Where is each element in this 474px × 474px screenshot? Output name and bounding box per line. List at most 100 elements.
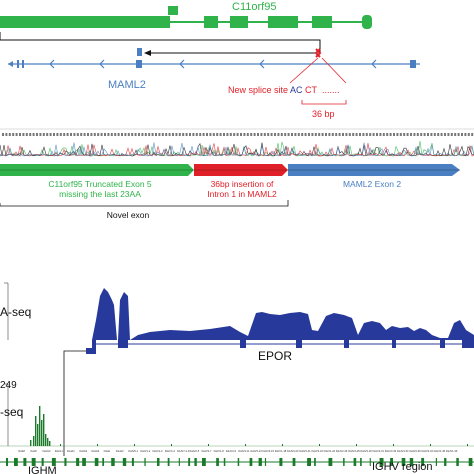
chromatogram-base [352,133,355,136]
ig-gene-block [144,458,146,466]
chromatogram-base [19,133,21,136]
chromatogram-base [291,133,293,136]
chromatogram-base [148,133,151,136]
ig-gene-labels: IGHM IGHD IGHG3 IGHG1 IGHA1 IGHG2 IGHG4 IGHE IGH… [18,449,458,453]
c11orf95-exon-4 [268,16,298,28]
chromatogram-base [328,133,331,136]
chromatogram-base [345,133,348,136]
chromatogram-base [297,133,300,136]
chromatogram-base [63,133,66,136]
ig-gene-block [14,458,18,466]
chromatogram-base [114,133,117,136]
chromatogram-base [100,133,103,136]
ig-gene-block [237,458,240,466]
chromatogram-base [22,133,25,136]
chromatogram-base [420,133,423,136]
chromatogram-base [87,133,89,136]
novel-exon-label: Novel exon [107,210,150,220]
chromatogram-base [447,133,450,136]
chromatogram-base [131,133,134,136]
chromatogram-base [12,133,15,136]
chromatogram-base [393,133,395,136]
chromatogram-base [46,133,49,136]
c11orf95-exon-small [168,6,178,15]
read-peak [282,444,283,446]
chromatogram-base [294,133,297,136]
splice-dots: ....... [322,85,340,95]
ig-gene-block [167,458,170,466]
ig-gene-block [216,458,219,466]
ig-gene-label: IGHG2 [79,449,88,453]
maml2-label: MAML2 [108,79,146,91]
ig-gene-block [444,458,447,466]
chromatogram-base [338,133,341,136]
chromatogram-base [250,133,253,136]
epor-exon [296,340,302,348]
chromatogram-base [151,133,154,136]
chromatogram-base [36,133,38,136]
ig-gene-label: IGHV4-28 [348,449,360,453]
chromatogram-base [226,133,229,136]
chromatogram-base [413,133,416,136]
chromatogram-base [206,133,208,136]
c11orf95-exon-1 [0,16,170,28]
ig-connector [63,348,96,456]
chromatogram-base [25,133,28,136]
chromatogram-base [175,133,178,136]
ig-gene-block [76,458,80,466]
ig-gene-block [435,458,437,466]
chromatogram-base [325,133,327,136]
read-peak [430,444,431,446]
chromatogram-base [403,133,406,136]
ig-gene-label: IGHV2-26 [336,449,348,453]
ig-gene-label: IGHV1-3 [152,449,163,453]
chromatogram-base [158,133,161,136]
chromatogram-base [359,133,361,136]
chromatogram-base [66,133,69,136]
read-peak [37,424,39,446]
chromatogram-base [464,133,467,136]
ig-gene-block [178,458,180,466]
ig-gene-block [360,458,362,466]
ig-connector-line [63,350,86,456]
chromatogram-base [90,133,93,136]
chromatogram-base [318,133,321,136]
chromatogram-base [70,133,72,136]
insert-bracket [301,100,347,105]
chromatogram-base [362,133,365,136]
c11orf95-exon-6 [362,15,372,29]
chromatogram-base [471,133,474,136]
chromatogram-base [243,133,246,136]
read-peak [43,414,45,446]
maml2-exon-2 [136,60,142,68]
chromatogram-base [76,133,79,136]
fusion-arrowhead [144,50,151,56]
read-peak [33,436,35,446]
read-peak [393,444,394,446]
ig-gene-block [122,458,127,466]
chromatogram-sequence-text [2,133,474,136]
chromatogram-base [73,133,76,136]
ig-gene-block [292,458,296,466]
chromatogram-base [427,133,429,136]
chromatogram-base [379,133,382,136]
maml2-gene-model: MAML2 [8,59,420,91]
chromatogram-base [161,133,164,136]
chromatogram-base [182,133,185,136]
epor-label: EPOR [258,349,292,363]
ig-gene-block [421,458,425,466]
chromatogram-base [223,133,225,136]
chromatogram-base [104,133,106,136]
chromatogram-base [314,133,317,136]
chromatogram-base [8,133,11,136]
chromatogram-base [59,133,62,136]
read-peak [39,406,41,446]
ig-gene-label: IGHA1 [67,449,75,453]
chromatogram-base [342,133,344,136]
chromatogram-base [202,133,205,136]
ig-gene-block [401,458,406,466]
chromatogram-base [308,133,310,136]
ig-gene-label: IGHV4-4 [165,449,176,453]
chromatogram-base [253,133,256,136]
